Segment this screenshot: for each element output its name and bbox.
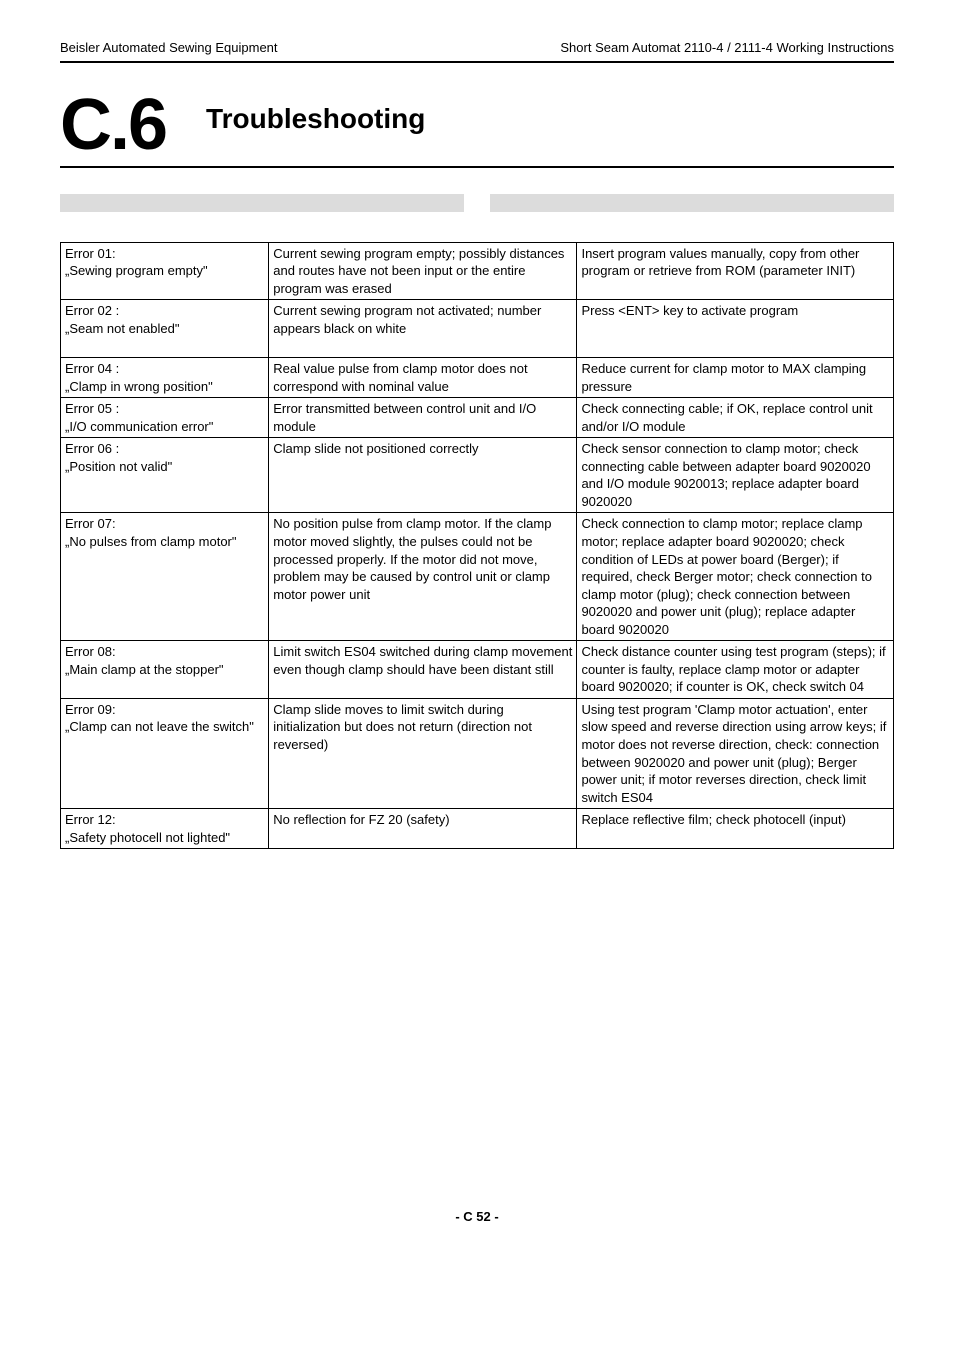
table-row: Error 12: „Safety photocell not lighted"… [61, 809, 894, 849]
cell-remedy: Check connection to clamp motor; replace… [577, 513, 894, 641]
cell-remedy: Insert program values manually, copy fro… [577, 242, 894, 300]
cell-error: Error 05 : „I/O communication error" [61, 398, 269, 438]
cell-cause: No reflection for FZ 20 (safety) [269, 809, 577, 849]
cell-remedy: Using test program 'Clamp motor actuatio… [577, 698, 894, 808]
table-row: Error 04 : „Clamp in wrong position" Rea… [61, 358, 894, 398]
cell-cause: Current sewing program empty; possibly d… [269, 242, 577, 300]
chapter-number: C.6 [60, 93, 166, 158]
table-row: Error 01: „Sewing program empty" Current… [61, 242, 894, 300]
error-message: „Main clamp at the stopper" [65, 662, 224, 677]
cell-remedy: Press <ENT> key to activate program [577, 300, 894, 358]
cell-remedy: Check distance counter using test progra… [577, 641, 894, 699]
cell-cause: Clamp slide not positioned correctly [269, 438, 577, 513]
running-header: Beisler Automated Sewing Equipment Short… [60, 40, 894, 61]
cell-cause: Current sewing program not activated; nu… [269, 300, 577, 358]
error-code: Error 06 : [65, 441, 119, 456]
error-message: „Seam not enabled" [65, 321, 179, 336]
error-message: „Sewing program empty" [65, 263, 208, 278]
header-left: Beisler Automated Sewing Equipment [60, 40, 278, 55]
error-code: Error 04 : [65, 361, 119, 376]
error-code: Error 08: [65, 644, 116, 659]
error-code: Error 12: [65, 812, 116, 827]
error-code: Error 02 : [65, 303, 119, 318]
cell-error: Error 04 : „Clamp in wrong position" [61, 358, 269, 398]
error-table: Error 01: „Sewing program empty" Current… [60, 242, 894, 850]
cell-remedy: Check sensor connection to clamp motor; … [577, 438, 894, 513]
chapter-title: Troubleshooting [206, 103, 894, 135]
cell-error: Error 09: „Clamp can not leave the switc… [61, 698, 269, 808]
chapter-rule [60, 166, 894, 168]
table-row: Error 08: „Main clamp at the stopper" Li… [61, 641, 894, 699]
grey-bar-row [60, 194, 894, 212]
chapter-heading: C.6 Troubleshooting [60, 93, 894, 158]
error-message: „Clamp can not leave the switch" [65, 719, 254, 734]
cell-remedy: Replace reflective film; check photocell… [577, 809, 894, 849]
cell-cause: Error transmitted between control unit a… [269, 398, 577, 438]
grey-bar-right [490, 194, 894, 212]
error-message: „I/O communication error" [65, 419, 213, 434]
cell-error: Error 07: „No pulses from clamp motor" [61, 513, 269, 641]
cell-error: Error 12: „Safety photocell not lighted" [61, 809, 269, 849]
cell-cause: No position pulse from clamp motor. If t… [269, 513, 577, 641]
error-message: „Clamp in wrong position" [65, 379, 213, 394]
error-message: „Safety photocell not lighted" [65, 830, 230, 845]
header-right: Short Seam Automat 2110-4 / 2111-4 Worki… [560, 40, 894, 55]
table-row: Error 02 : „Seam not enabled" Current se… [61, 300, 894, 358]
error-code: Error 05 : [65, 401, 119, 416]
cell-error: Error 08: „Main clamp at the stopper" [61, 641, 269, 699]
cell-error: Error 06 : „Position not valid" [61, 438, 269, 513]
grey-bar-left [60, 194, 464, 212]
cell-remedy: Reduce current for clamp motor to MAX cl… [577, 358, 894, 398]
cell-cause: Clamp slide moves to limit switch during… [269, 698, 577, 808]
cell-error: Error 02 : „Seam not enabled" [61, 300, 269, 358]
table-row: Error 09: „Clamp can not leave the switc… [61, 698, 894, 808]
error-code: Error 01: [65, 246, 116, 261]
error-code: Error 09: [65, 702, 116, 717]
table-row: Error 07: „No pulses from clamp motor" N… [61, 513, 894, 641]
page-footer: - C 52 - [60, 1209, 894, 1224]
page-root: Beisler Automated Sewing Equipment Short… [0, 0, 954, 1284]
cell-remedy: Check connecting cable; if OK, replace c… [577, 398, 894, 438]
table-row: Error 05 : „I/O communication error" Err… [61, 398, 894, 438]
error-message: „Position not valid" [65, 459, 172, 474]
cell-cause: Real value pulse from clamp motor does n… [269, 358, 577, 398]
error-code: Error 07: [65, 516, 116, 531]
cell-cause: Limit switch ES04 switched during clamp … [269, 641, 577, 699]
cell-error: Error 01: „Sewing program empty" [61, 242, 269, 300]
table-row: Error 06 : „Position not valid" Clamp sl… [61, 438, 894, 513]
error-table-body: Error 01: „Sewing program empty" Current… [61, 242, 894, 849]
error-message: „No pulses from clamp motor" [65, 534, 237, 549]
header-rule [60, 61, 894, 63]
